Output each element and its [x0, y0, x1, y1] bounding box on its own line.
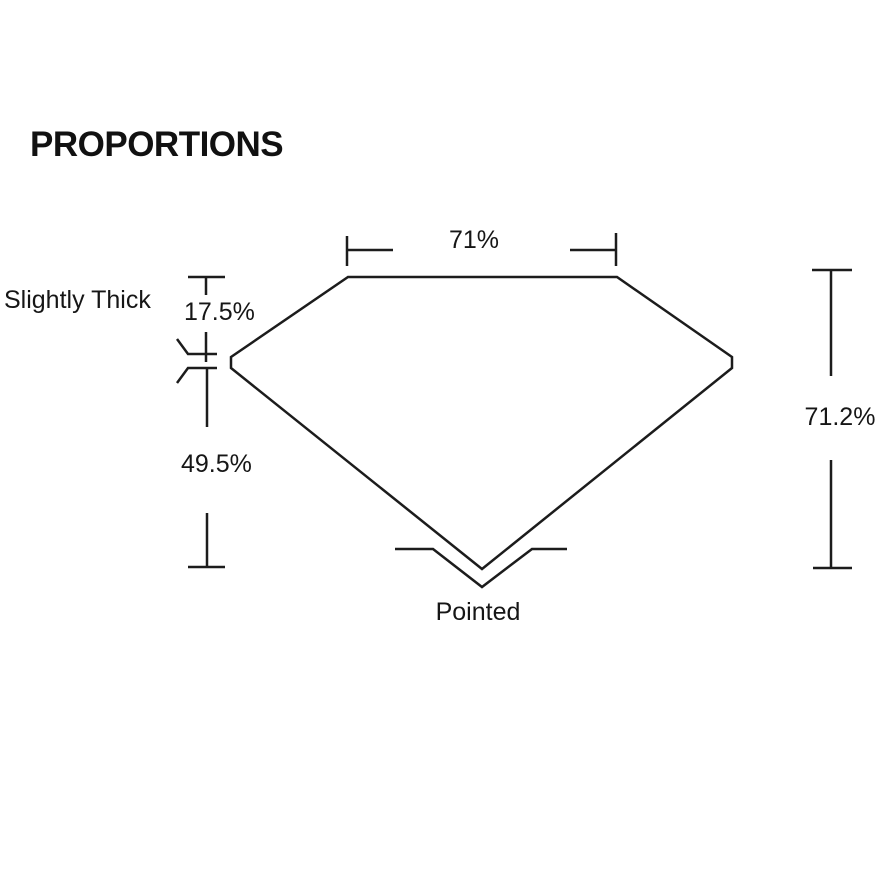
culet-label: Pointed	[435, 598, 521, 626]
table-width-value: 71%	[448, 226, 500, 254]
crown-height-value: 17.5%	[184, 298, 255, 326]
pavilion-depth-value: 49.5%	[181, 450, 252, 478]
girdle-thickness-marks	[175, 338, 217, 384]
page-title: PROPORTIONS	[30, 125, 284, 164]
diamond-outline-shape	[229, 275, 734, 571]
table-width-dimension-line	[345, 233, 618, 266]
culet-pointer-mark	[395, 547, 567, 589]
girdle-thickness-label: Slightly Thick	[4, 286, 151, 314]
total-depth-dimension-line	[812, 268, 852, 570]
crown-height-dimension-line	[188, 275, 225, 362]
total-depth-value: 71.2%	[804, 403, 876, 431]
pavilion-depth-dimension-line	[188, 368, 225, 569]
